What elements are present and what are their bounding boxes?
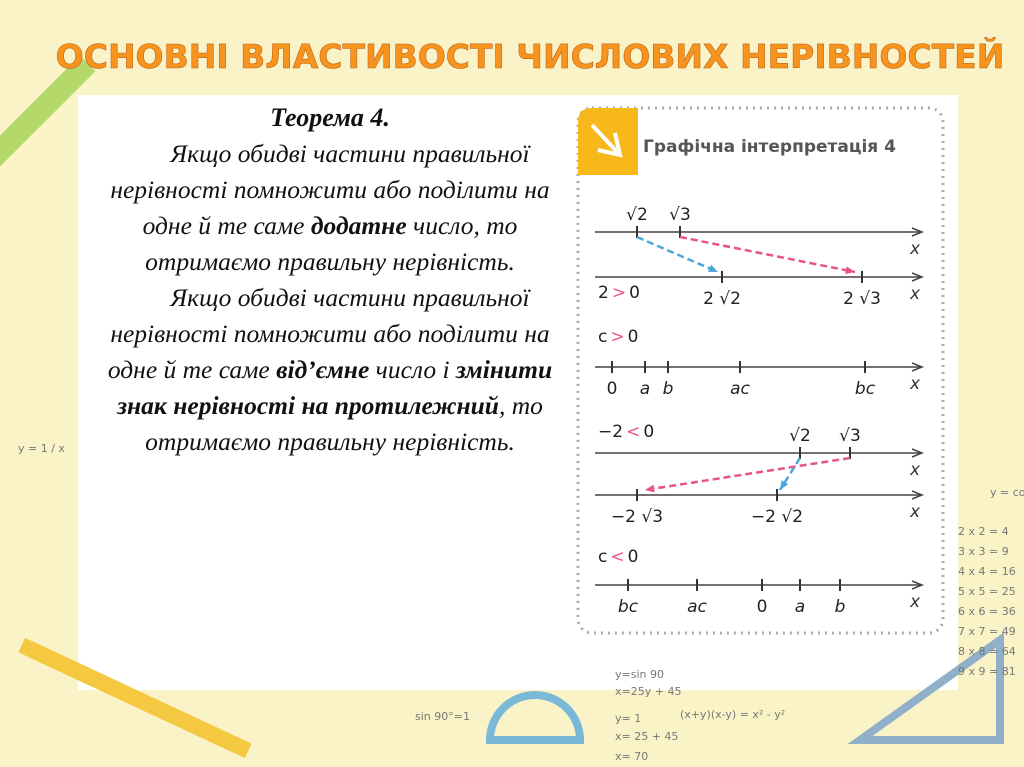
decoration: x= 25 + 45	[615, 730, 678, 743]
axis-label: x	[909, 284, 921, 304]
arrow-head	[708, 264, 718, 272]
decoration: x= 70	[615, 750, 648, 763]
emphasis: змінити знак нерівності на протилежний	[117, 355, 553, 420]
condition-sign: <	[626, 422, 640, 442]
decoration: 8 x 8 = 64	[958, 645, 1016, 658]
ruler	[0, 55, 96, 185]
condition-left: 2	[598, 283, 609, 303]
decoration: sin 90°=1	[415, 710, 470, 723]
axis-arrow	[911, 490, 925, 500]
tick-label: bc	[618, 597, 639, 617]
tick-label: a	[640, 379, 650, 399]
axis-arrow	[911, 272, 925, 282]
dashed-arrow	[778, 457, 802, 491]
condition-sign: >	[612, 283, 626, 303]
condition: c >0	[598, 327, 638, 347]
emphasis: додатне	[310, 211, 407, 240]
tick-label: bc	[855, 379, 876, 399]
theorem-heading: Теорема 4.	[270, 103, 390, 132]
tick-label: 2 √3	[843, 289, 881, 309]
decoration: 6 x 6 = 36	[958, 605, 1016, 618]
decoration: 5 x 5 = 25	[958, 585, 1016, 598]
tick-label: b	[663, 379, 674, 399]
protractor	[485, 691, 585, 744]
axis-arrow	[911, 227, 925, 237]
decoration: 4 x 4 = 16	[958, 565, 1016, 578]
tick-label: √2	[626, 205, 648, 225]
dashed-arrow	[679, 235, 856, 274]
axis-label: x	[909, 374, 921, 394]
triangle	[847, 632, 1004, 744]
text-run: Якщо обидві частини правильної нерівност…	[107, 283, 550, 384]
text-run: , то отримаємо правильну нерівність.	[145, 391, 543, 456]
pencil	[18, 637, 252, 759]
decoration: 2 x 2 = 4	[958, 525, 1009, 538]
corner-arrow	[590, 123, 623, 158]
axis-label: x	[909, 460, 921, 480]
axis-label: x	[909, 592, 921, 612]
condition-right: 0	[643, 422, 654, 442]
panel-title: Графічна інтерпретація 4	[643, 137, 896, 157]
tick-label: 0	[757, 597, 768, 617]
condition-right: 0	[628, 327, 639, 347]
decoration: 9 x 9 = 81	[958, 665, 1016, 678]
condition: c <0	[598, 547, 638, 567]
condition-sign: <	[610, 547, 624, 567]
tick-label: ac	[730, 379, 750, 399]
decoration: y=sin 90	[615, 668, 664, 681]
condition-sign: >	[610, 327, 624, 347]
decoration: y= 1	[615, 712, 641, 725]
condition: −2 <0	[598, 422, 654, 442]
axis-arrow	[911, 448, 925, 458]
theorem-paragraph: Якщо обидві частини правильної нерівност…	[95, 136, 565, 280]
decoration: x=25y + 45	[615, 685, 681, 698]
condition-left: c	[598, 327, 607, 347]
dashed-arrow	[636, 235, 719, 274]
condition-right: 0	[629, 283, 640, 303]
tick-label: √3	[839, 426, 861, 446]
tick-label: ac	[687, 597, 707, 617]
axis-label: x	[909, 239, 921, 259]
text-run: число, то отримаємо правильну нерівність…	[145, 211, 518, 276]
tick-label: −2 √2	[751, 507, 803, 527]
theorem-paragraph: Якщо обидві частини правильної нерівност…	[95, 280, 565, 460]
tick-label: √3	[669, 205, 691, 225]
condition-right: 0	[628, 547, 639, 567]
tick-label: √2	[789, 426, 811, 446]
decoration: 3 x 3 = 9	[958, 545, 1009, 558]
axis-label: x	[909, 502, 921, 522]
tick-label: 2 √2	[703, 289, 741, 309]
decoration: (x+y)(x-y) = x² - y²	[680, 708, 785, 721]
panel	[576, 106, 945, 635]
condition: 2 >0	[598, 283, 640, 303]
arrow-head	[645, 484, 655, 493]
tick-label: a	[795, 597, 805, 617]
title: ОСНОВНІ ВЛАСТИВОСТІ ЧИСЛОВИХ НЕРІВНОСТЕЙ	[56, 36, 1005, 76]
condition-left: c	[598, 547, 607, 567]
dashed-arrow	[644, 456, 851, 492]
theorem: Теорема 4. Якщо обидві частини правильно…	[95, 100, 565, 460]
text-run: число і	[369, 355, 456, 384]
decoration: y = cos x	[990, 486, 1024, 499]
emphasis: від’ємне	[276, 355, 370, 384]
condition-left: −2	[598, 422, 623, 442]
tick-label: −2 √3	[611, 507, 663, 527]
axis-arrow	[911, 362, 925, 372]
tick-label: b	[835, 597, 846, 617]
arrow-head	[780, 480, 789, 490]
text-run: Якщо обидві частини правильної нерівност…	[110, 139, 550, 240]
tick-label: 0	[607, 379, 618, 399]
axis-arrow	[911, 580, 925, 590]
arrow-head	[845, 266, 855, 275]
decoration: y = 1 / x	[18, 442, 65, 455]
decoration: 7 x 7 = 49	[958, 625, 1016, 638]
